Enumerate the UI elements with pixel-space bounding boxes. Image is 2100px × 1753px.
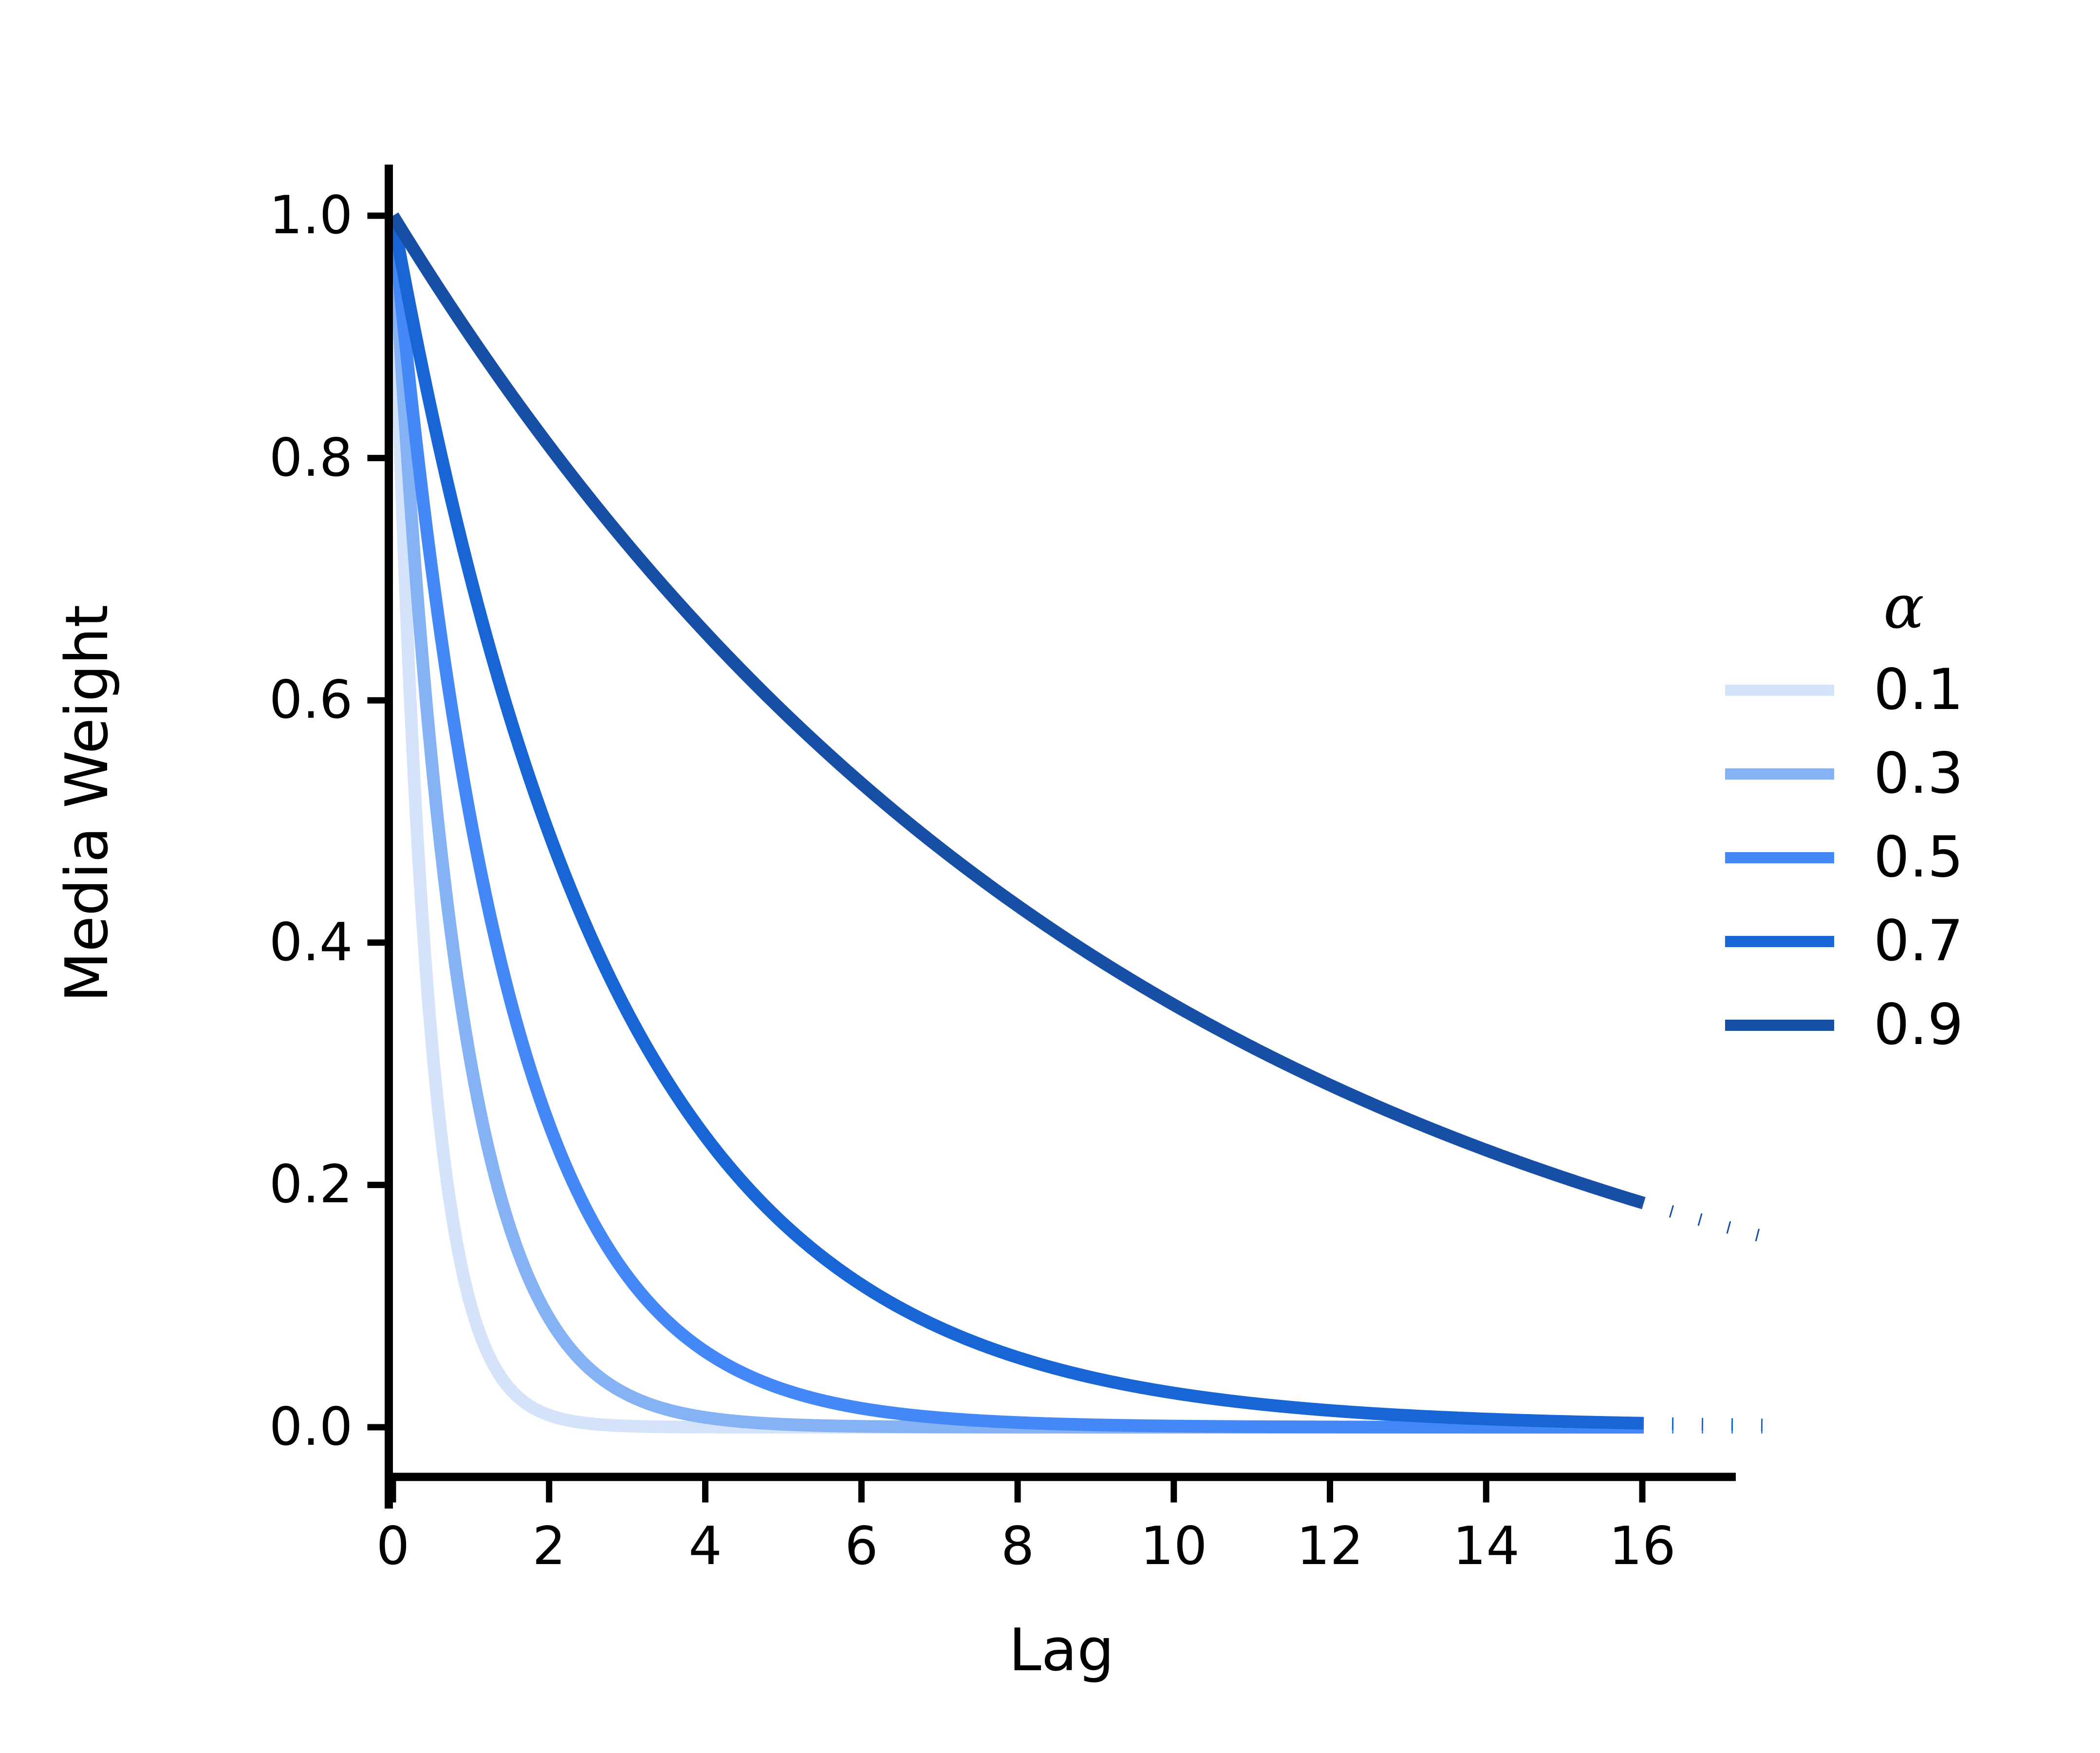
x-tick-label: 14 — [1452, 1515, 1520, 1577]
y-axis-label: Media Weight — [54, 604, 121, 1003]
y-tick-label: 0.4 — [269, 912, 353, 973]
y-tick-label: 0.8 — [269, 427, 353, 488]
series-line-0-7 — [387, 214, 1647, 1430]
legend-item-0-7[interactable]: 0.7 — [1714, 899, 2074, 983]
x-tick-label: 12 — [1296, 1515, 1364, 1577]
x-tick-label: 8 — [1001, 1515, 1035, 1577]
legend-item-0-5[interactable]: 0.5 — [1714, 816, 2074, 899]
legend-item-label: 0.5 — [1874, 824, 1964, 890]
x-tick-label: 4 — [688, 1515, 722, 1577]
series-line-dotted-0-9 — [1640, 1196, 1769, 1244]
legend-items: 0.1 0.3 0.5 0.7 0.9 — [1714, 648, 2074, 1067]
x-tick-label: 6 — [844, 1515, 878, 1577]
legend: α 0.1 0.3 0.5 0.7 0.9 — [1714, 577, 2074, 1067]
axis-ticks — [367, 212, 1646, 1503]
legend-title: α — [1883, 572, 1924, 642]
legend-color-swatch — [1725, 852, 1834, 863]
y-tick-label: 1.0 — [269, 185, 353, 246]
x-tick-label: 2 — [532, 1515, 566, 1577]
legend-item-0-9[interactable]: 0.9 — [1714, 983, 2074, 1067]
legend-item-label: 0.3 — [1874, 741, 1964, 806]
x-tick-label: 16 — [1609, 1515, 1676, 1577]
series-line-0-3 — [387, 215, 1647, 1434]
series-line-0-9 — [387, 212, 1647, 1209]
y-tick-label: 0.6 — [269, 670, 353, 731]
y-tick-label: 0.2 — [269, 1154, 353, 1215]
legend-item-label: 0.7 — [1874, 908, 1964, 974]
legend-swatch-box — [1714, 852, 1845, 863]
legend-item-label: 0.1 — [1874, 657, 1964, 723]
series-line-dotted-0-7 — [1642, 1417, 1767, 1432]
series-line-0-1 — [387, 215, 1647, 1434]
legend-swatch-box — [1714, 684, 1845, 696]
x-axis-label: Lag — [1008, 1617, 1115, 1684]
series-line-0-5 — [387, 215, 1647, 1434]
curves-group — [387, 212, 1769, 1434]
legend-color-swatch — [1725, 768, 1834, 780]
legend-color-swatch — [1725, 1019, 1834, 1031]
legend-swatch-box — [1714, 1019, 1845, 1031]
legend-color-swatch — [1725, 684, 1834, 696]
legend-item-0-1[interactable]: 0.1 — [1714, 648, 2074, 732]
x-tick-label: 0 — [376, 1515, 410, 1577]
x-tick-label: 10 — [1140, 1515, 1208, 1577]
legend-swatch-box — [1714, 768, 1845, 780]
legend-item-0-3[interactable]: 0.3 — [1714, 732, 2074, 816]
legend-color-swatch — [1725, 935, 1834, 947]
legend-item-label: 0.9 — [1874, 992, 1964, 1058]
axis-spines — [385, 165, 1736, 1509]
y-tick-label: 0.0 — [269, 1397, 353, 1457]
legend-swatch-box — [1714, 935, 1845, 947]
